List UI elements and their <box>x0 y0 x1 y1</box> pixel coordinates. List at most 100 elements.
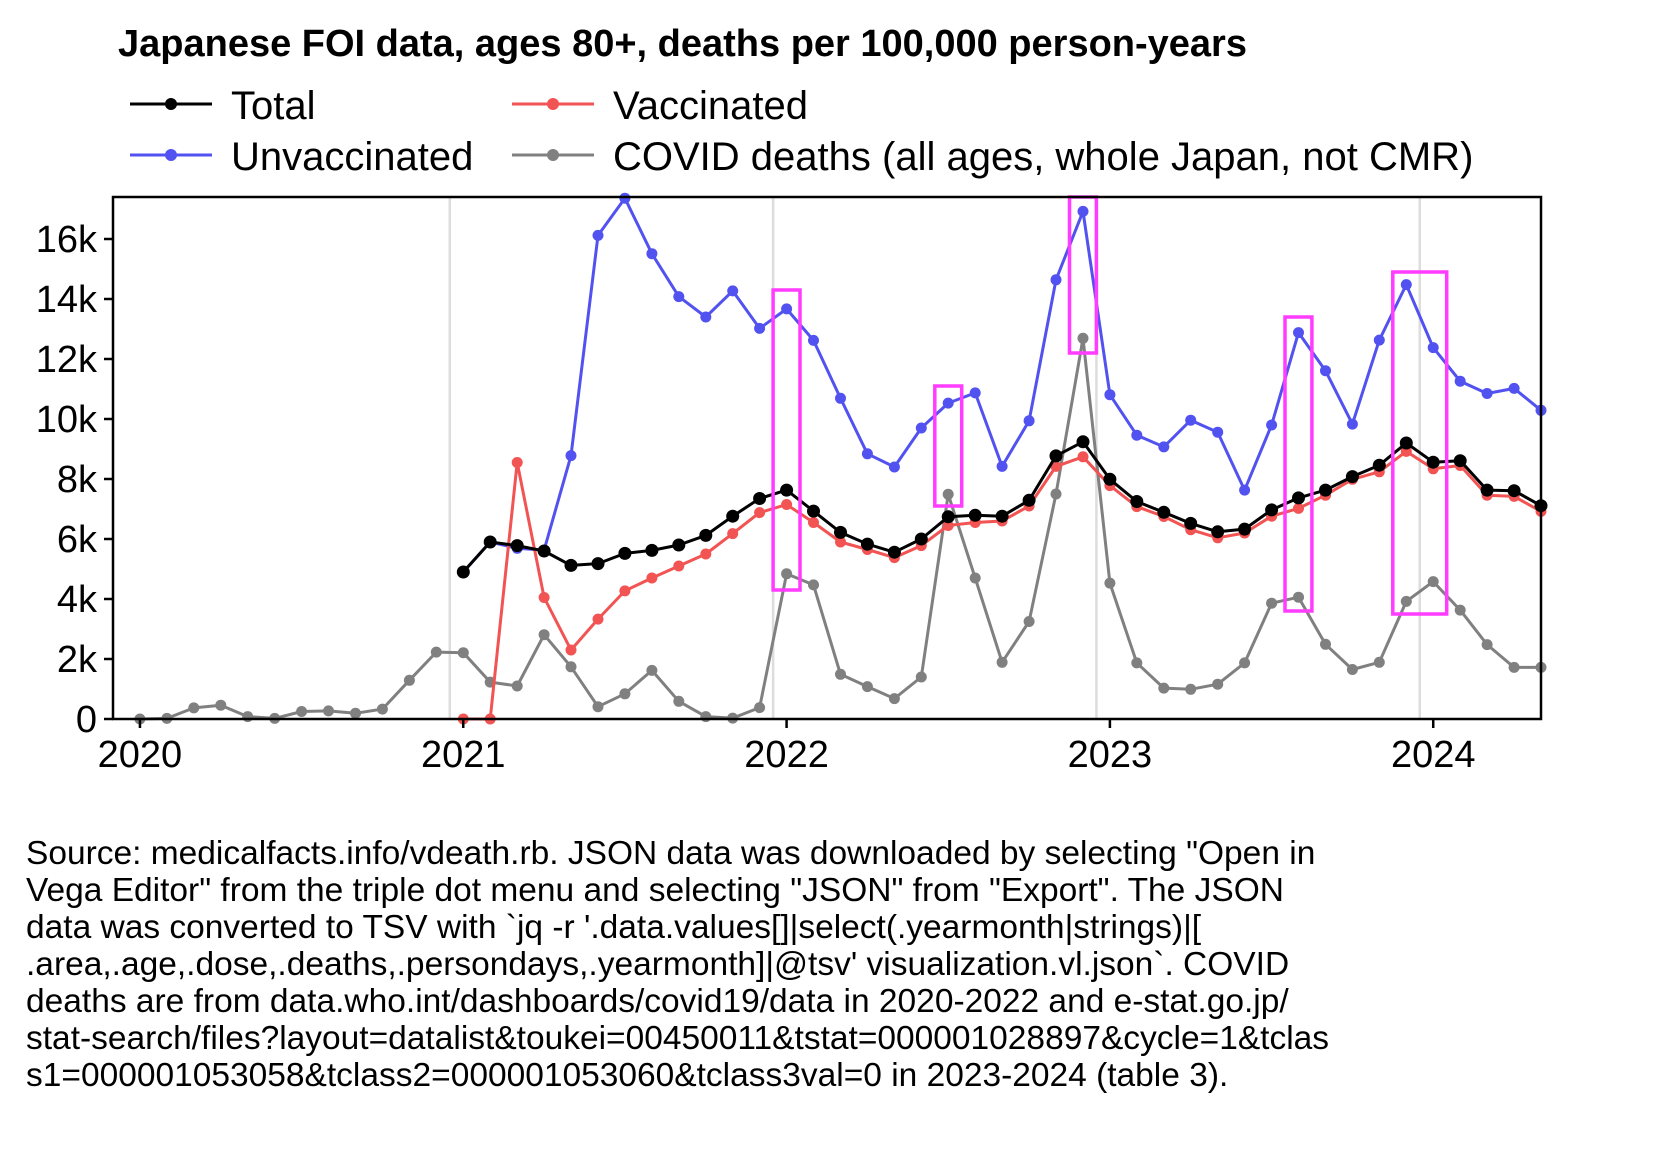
data-point <box>1076 435 1090 449</box>
legend-swatch-point <box>165 98 177 110</box>
x-tick-label: 2024 <box>1391 734 1476 776</box>
data-point <box>942 397 954 409</box>
data-point <box>296 706 308 717</box>
data-point <box>1104 389 1116 401</box>
data-point <box>700 548 712 560</box>
y-tick-label: 6k <box>57 519 98 561</box>
y-tick-label: 4k <box>57 579 98 621</box>
data-point <box>808 579 819 591</box>
data-point <box>1293 327 1304 339</box>
data-point <box>1266 419 1278 431</box>
data-point <box>1077 332 1089 344</box>
series-layer <box>134 192 1548 725</box>
data-point <box>1481 639 1493 651</box>
data-point <box>754 702 766 714</box>
data-point <box>969 572 981 584</box>
data-point <box>1049 449 1063 463</box>
data-point <box>1239 657 1251 669</box>
y-tick-label: 0 <box>76 699 97 741</box>
highlight-box <box>1391 270 1449 616</box>
chart-title: Japanese FOI data, ages 80+, deaths per … <box>118 23 1247 65</box>
data-point <box>942 520 954 531</box>
legend-label: Vaccinated <box>613 84 808 128</box>
data-point <box>1050 460 1062 472</box>
y-tick-label: 10k <box>36 399 98 441</box>
data-point <box>376 703 388 715</box>
x-tick-label: 2022 <box>744 734 829 776</box>
plot-border <box>111 195 1543 721</box>
data-point <box>1426 455 1440 469</box>
data-point <box>941 510 955 524</box>
data-point <box>1211 525 1225 539</box>
data-point <box>914 532 928 546</box>
legend-item: Total <box>130 84 316 128</box>
data-point <box>456 565 470 579</box>
data-point <box>215 699 227 711</box>
data-point <box>564 558 578 572</box>
data-point <box>592 701 604 713</box>
data-point <box>673 560 685 572</box>
data-point <box>645 543 659 557</box>
data-point <box>700 311 712 323</box>
series-0 <box>456 435 1548 579</box>
data-point <box>403 674 415 686</box>
data-point <box>1345 470 1359 484</box>
data-point <box>1427 576 1439 588</box>
data-point <box>835 668 846 680</box>
y-tick-label: 12k <box>36 339 98 381</box>
data-point <box>538 629 550 641</box>
data-point <box>887 545 901 559</box>
data-point <box>538 592 550 603</box>
data-point <box>754 322 766 334</box>
data-point <box>753 492 767 505</box>
data-point <box>1373 334 1385 346</box>
data-point <box>1077 205 1089 217</box>
axes: 0 2k 4k 6k 8k 10k 12k 14k 16k 2020 2021 2022 2023 202… <box>36 219 1476 776</box>
data-point <box>1077 451 1089 463</box>
data-point <box>1023 616 1035 627</box>
x-tick-label: 2023 <box>1068 734 1153 776</box>
data-point <box>699 528 713 542</box>
data-point <box>1184 516 1198 530</box>
data-point <box>808 517 819 528</box>
data-point <box>565 644 577 656</box>
data-point <box>781 568 793 580</box>
data-point <box>511 680 523 692</box>
data-point <box>1185 683 1197 695</box>
data-point <box>592 229 604 241</box>
data-point <box>646 664 658 676</box>
data-point <box>591 557 605 571</box>
data-point <box>323 705 334 717</box>
data-point <box>457 647 469 659</box>
data-point <box>1373 656 1385 668</box>
data-point <box>834 525 847 539</box>
data-point <box>835 392 846 404</box>
data-point <box>996 460 1008 472</box>
legend-label: COVID deaths (all ages, whole Japan, not… <box>613 135 1473 179</box>
data-point <box>781 303 793 315</box>
data-point <box>915 671 927 683</box>
data-point <box>1266 597 1278 609</box>
data-point <box>1293 591 1304 603</box>
y-tick-label: 14k <box>36 279 98 321</box>
data-point <box>781 499 793 510</box>
data-point <box>430 646 442 658</box>
data-point <box>188 702 200 714</box>
data-point <box>1023 415 1035 427</box>
data-point <box>592 613 604 625</box>
data-point <box>726 509 740 523</box>
data-point <box>673 695 685 707</box>
data-point <box>1158 682 1170 694</box>
data-point <box>727 285 739 297</box>
legend-item: Unvaccinated <box>130 135 473 179</box>
data-point <box>1508 382 1520 394</box>
data-point <box>1372 458 1386 472</box>
data-point <box>672 538 686 552</box>
data-point <box>1293 502 1304 514</box>
data-point <box>565 450 577 462</box>
data-point <box>1508 661 1520 673</box>
data-point <box>537 544 551 558</box>
data-point <box>1400 279 1412 291</box>
highlight-box <box>771 288 802 592</box>
data-point <box>1104 577 1116 589</box>
